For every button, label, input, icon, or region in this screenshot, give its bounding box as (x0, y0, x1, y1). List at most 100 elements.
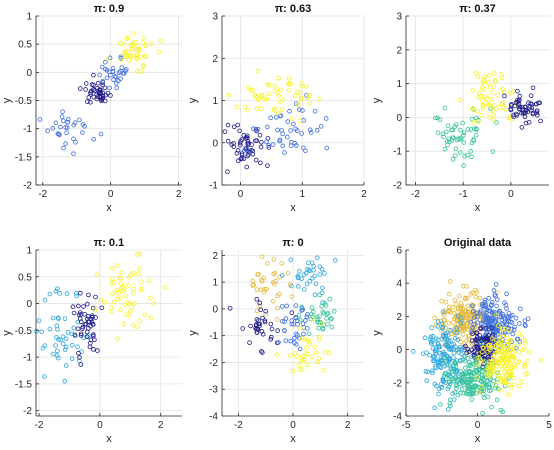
data-point (227, 305, 233, 311)
data-point (292, 93, 298, 99)
data-point (303, 148, 308, 154)
data-point (488, 388, 494, 393)
y-tick-label: -1.5 (15, 379, 33, 390)
data-point (500, 360, 505, 365)
y-tick-label: -1.5 (15, 152, 33, 163)
data-point (54, 335, 59, 340)
data-point (456, 136, 461, 142)
data-point (478, 308, 484, 313)
data-point (271, 271, 276, 277)
data-point (504, 314, 510, 320)
data-point (90, 315, 95, 320)
data-point (139, 286, 145, 291)
data-point (89, 319, 95, 325)
data-point (111, 77, 116, 82)
data-point (266, 82, 272, 88)
data-point (89, 313, 95, 318)
data-point (480, 376, 485, 381)
data-point (53, 343, 58, 348)
data-point (432, 405, 437, 411)
data-point (110, 266, 115, 271)
data-point (505, 339, 510, 345)
data-point (435, 115, 440, 121)
data-point (479, 379, 484, 384)
data-point (69, 342, 75, 348)
data-point (57, 291, 63, 296)
data-point (299, 131, 304, 136)
subplot-title: π: 0.9 (94, 3, 124, 15)
data-point (53, 120, 59, 126)
data-point (307, 127, 313, 133)
data-point (112, 299, 117, 305)
x-tick-label: 0 (238, 189, 244, 200)
y-tick-label: -1 (393, 147, 402, 158)
data-point (465, 152, 470, 158)
data-point (471, 322, 477, 327)
data-point (138, 287, 144, 293)
data-point (55, 327, 60, 332)
data-point (241, 133, 247, 138)
data-point (494, 297, 500, 302)
data-point (277, 291, 282, 297)
data-point (254, 296, 260, 302)
data-point (459, 351, 464, 357)
data-point (437, 402, 443, 407)
data-point (511, 327, 517, 332)
data-point (469, 347, 475, 353)
data-point (308, 316, 314, 322)
data-point (136, 271, 141, 277)
data-point (475, 338, 480, 344)
y-tick-label: -2 (23, 406, 32, 417)
data-point (472, 315, 477, 320)
data-point (475, 74, 481, 79)
data-point (495, 360, 501, 365)
data-point (293, 303, 299, 308)
data-point (494, 397, 500, 403)
data-point (279, 107, 285, 113)
y-tick-label: -2 (209, 358, 218, 369)
x-tick-label: -2 (35, 420, 44, 431)
data-point (77, 86, 83, 91)
data-point (519, 334, 524, 340)
data-point (487, 308, 493, 314)
data-point (450, 305, 455, 310)
data-point (309, 354, 315, 360)
data-point (327, 296, 333, 302)
data-point (98, 87, 103, 93)
data-point (460, 332, 466, 337)
data-point (276, 93, 281, 99)
data-point (470, 331, 475, 336)
data-point (514, 358, 519, 364)
data-point (529, 102, 535, 107)
data-point (298, 97, 304, 102)
data-point (489, 336, 495, 341)
data-point (446, 376, 452, 381)
data-point (308, 130, 314, 135)
data-point (442, 371, 448, 377)
data-point (119, 270, 125, 275)
data-point (288, 338, 293, 344)
data-point (443, 299, 449, 305)
data-point (449, 127, 454, 133)
data-point (493, 369, 498, 375)
data-point (279, 261, 285, 266)
data-point (474, 290, 479, 295)
data-point (293, 101, 299, 107)
y-tick-label: 0 (26, 299, 32, 310)
data-point (505, 329, 511, 335)
data-point (436, 363, 441, 368)
data-point (431, 354, 436, 360)
data-point (141, 63, 146, 68)
data-point (84, 334, 90, 340)
data-point (129, 46, 135, 52)
data-point (460, 380, 465, 386)
data-point (440, 378, 446, 383)
data-point (255, 68, 261, 74)
data-point (486, 305, 492, 311)
data-point (103, 59, 108, 65)
data-point (316, 325, 321, 331)
data-point (130, 31, 136, 36)
data-point (461, 133, 466, 138)
y-axis-label: y (371, 330, 383, 336)
data-point (258, 160, 263, 166)
